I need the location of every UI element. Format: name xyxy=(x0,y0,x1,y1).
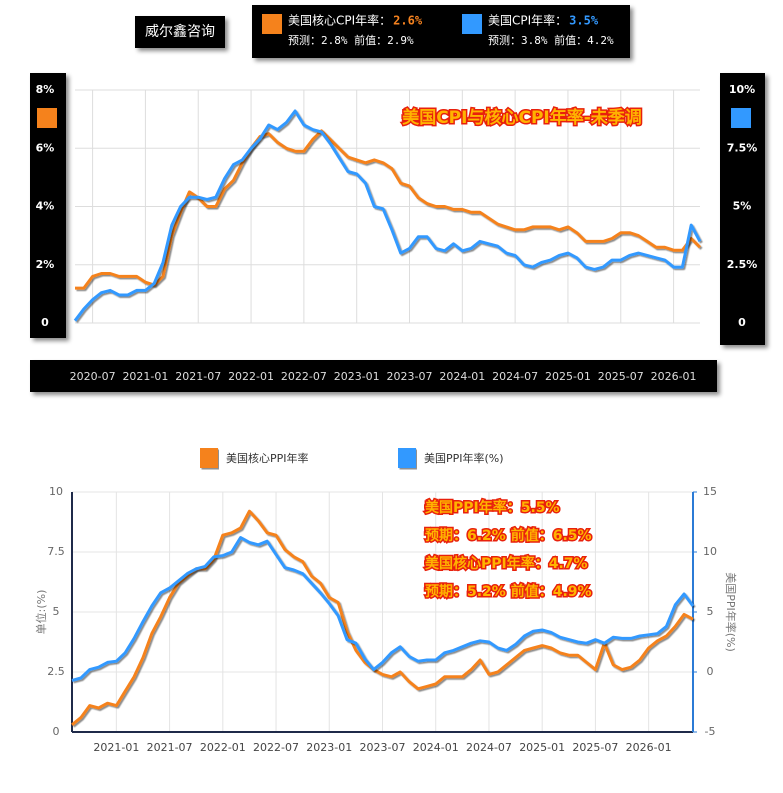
x-tick-label: 2024-07 xyxy=(492,370,538,383)
legend-latest: 3.5% xyxy=(569,14,599,28)
x-tick-label: 2025-01 xyxy=(519,741,565,754)
legend-swatch xyxy=(398,448,416,468)
x-tick-label: 2022-07 xyxy=(253,741,299,754)
legend-swatch xyxy=(200,448,218,468)
y2-tick-label: 5 xyxy=(707,605,714,618)
x-tick-label: 2020-07 xyxy=(70,370,116,383)
annotation: 美国核心PPI年率：4.7% xyxy=(425,555,588,572)
charts: 美国核心CPI年率： 2.6% 预测：2.8% 前值：2.9% 美国CPI年率： 3.5… xyxy=(34,13,757,755)
legend-label: 美国PPI年率(%) xyxy=(424,451,504,465)
x-tick-label: 2024-01 xyxy=(413,741,459,754)
annotation: 美国PPI年率：5.5% xyxy=(425,499,560,516)
y2-tick-label: 15 xyxy=(703,485,717,498)
brand-box xyxy=(135,16,225,48)
y2-tick-label: 0 xyxy=(738,316,746,329)
x-tick-label: 2023-07 xyxy=(387,370,433,383)
x-tick-label: 2023-07 xyxy=(360,741,406,754)
series-line xyxy=(71,536,695,682)
legend-swatch xyxy=(462,14,482,34)
legend-label: 美国核心PPI年率 xyxy=(226,451,309,465)
y-tick-label: 4% xyxy=(36,200,55,213)
y-tick-label: 2% xyxy=(36,258,55,271)
series-line xyxy=(73,109,702,322)
left-axis-swatch xyxy=(37,108,57,128)
x-tick-label: 2021-07 xyxy=(147,741,193,754)
legend-swatch xyxy=(262,14,282,34)
legend-detail: 预测：3.8% 前值：4.2% xyxy=(488,33,614,47)
y-axis-label: 单位:(%) xyxy=(34,590,48,635)
y2-axis-label: 美国PPI年率(%) xyxy=(724,572,738,652)
annotation: 预期：5.2% 前值：4.9% xyxy=(425,583,592,600)
legend-detail: 预测：2.8% 前值：2.9% xyxy=(288,33,414,47)
brand: 威尔鑫咨询 xyxy=(145,23,215,40)
series-line xyxy=(75,129,702,290)
x-tick-label: 2025-07 xyxy=(598,370,644,383)
x-tick-label: 2023-01 xyxy=(334,370,380,383)
y-tick-label: 6% xyxy=(36,141,55,154)
y2-tick-label: -5 xyxy=(705,725,716,738)
x-axis-panel xyxy=(30,360,717,392)
legend-latest: 2.6% xyxy=(393,14,423,28)
chart-title: 美国CPI与核心CPI年率-未季调 xyxy=(402,107,642,128)
right-axis-swatch xyxy=(731,108,751,128)
y2-tick-label: 0 xyxy=(707,665,714,678)
y2-tick-label: 2.5% xyxy=(727,258,758,271)
x-tick-label: 2025-07 xyxy=(572,741,618,754)
x-tick-label: 2024-01 xyxy=(439,370,485,383)
x-tick-label: 2022-01 xyxy=(200,741,246,754)
y2-tick-label: 10 xyxy=(703,545,717,558)
y2-tick-label: 10% xyxy=(729,83,755,96)
y-tick-label: 0 xyxy=(41,316,49,329)
x-tick-label: 2022-07 xyxy=(281,370,327,383)
y-tick-label: 5 xyxy=(53,605,60,618)
y-tick-label: 8% xyxy=(36,83,55,96)
x-tick-label: 2021-01 xyxy=(122,370,168,383)
y2-tick-label: 5% xyxy=(733,200,752,213)
series-line xyxy=(71,509,694,726)
x-tick-label: 2021-01 xyxy=(93,741,139,754)
legend-box xyxy=(252,5,630,58)
x-tick-label: 2025-01 xyxy=(545,370,591,383)
x-tick-label: 2023-01 xyxy=(306,741,352,754)
y2-tick-label: 7.5% xyxy=(727,141,758,154)
legend-name: 美国CPI年率： xyxy=(488,13,567,28)
x-tick-label: 2024-07 xyxy=(466,741,512,754)
y-tick-label: 0 xyxy=(53,725,60,738)
legend-name: 美国核心CPI年率： xyxy=(288,13,391,28)
x-tick-label: 2026-01 xyxy=(651,370,697,383)
y-tick-label: 7.5 xyxy=(47,545,65,558)
x-tick-label: 2022-01 xyxy=(228,370,274,383)
annotation: 预期：6.2% 前值：6.5% xyxy=(425,527,592,544)
x-tick-label: 2021-07 xyxy=(175,370,221,383)
x-tick-label: 2026-01 xyxy=(626,741,672,754)
y-tick-label: 10 xyxy=(49,485,63,498)
y-tick-label: 2.5 xyxy=(47,665,65,678)
